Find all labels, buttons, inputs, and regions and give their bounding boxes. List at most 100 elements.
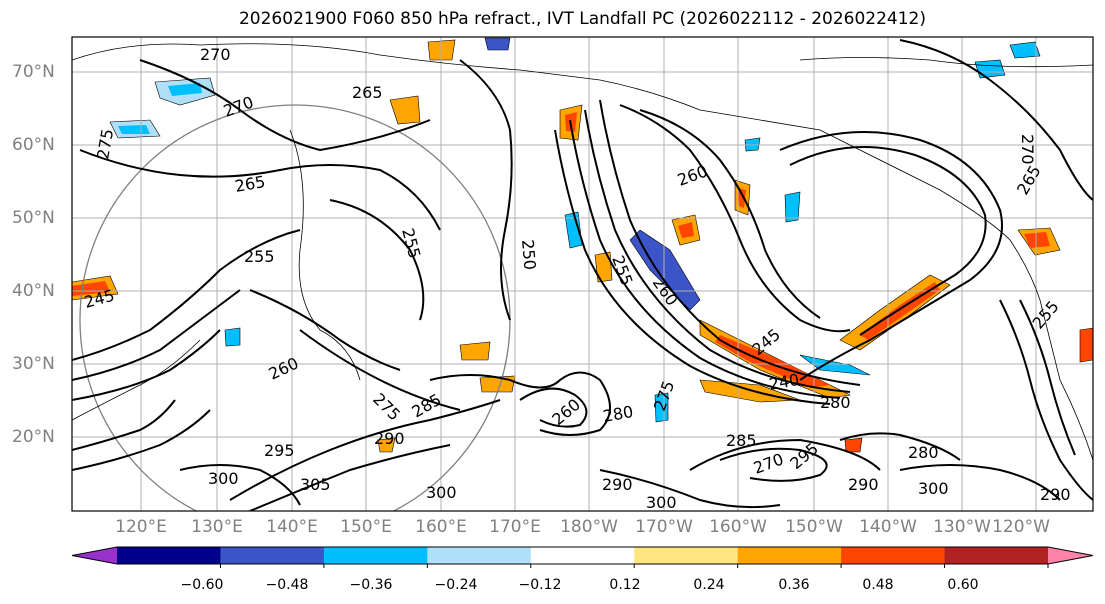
shade-patch (799, 354, 871, 376)
colorbar-tick-label: 0.36 (778, 577, 810, 593)
lon-label: 150°E (340, 517, 392, 537)
shade-patch (844, 437, 863, 453)
shade-patch (715, 335, 830, 388)
contour-label: 300 (426, 483, 457, 502)
contour-label: 280 (601, 402, 634, 426)
map-title: 2026021900 F060 850 hPa refract., IVT La… (238, 9, 926, 29)
shade-patch (1079, 327, 1093, 363)
colorbar-swatch (427, 547, 532, 564)
contour-label: 255 (1029, 297, 1063, 333)
shade-patch (974, 59, 1006, 79)
contour-label: 290 (374, 429, 405, 448)
contour-label: 300 (208, 469, 239, 488)
contour-label: 265 (352, 83, 383, 102)
graticule (72, 37, 1093, 511)
lat-label: 70°N (12, 62, 55, 82)
colorbar-swatch (530, 547, 635, 564)
colorbar-extend-high (1048, 547, 1093, 564)
lat-label: 50°N (12, 208, 55, 228)
lon-label: 150°W (785, 517, 843, 537)
colorbar-tick-label: −0.36 (349, 577, 393, 593)
contour-label: 295 (264, 441, 295, 460)
colorbar-swatch (944, 547, 1049, 564)
contour-label: 300 (918, 479, 949, 498)
contour-label: 285 (726, 431, 757, 450)
shade-patch (629, 229, 701, 311)
contour-label: 250 (518, 239, 540, 271)
colorbar-tick-label: 0.48 (862, 577, 894, 593)
lat-label: 20°N (12, 427, 55, 447)
shade-patch (678, 222, 694, 238)
contour-label: 280 (908, 443, 939, 462)
shade-patch (1009, 41, 1041, 59)
shade-patch (784, 191, 801, 223)
refractivity-contours (72, 39, 1093, 511)
contour-label: 305 (300, 475, 331, 494)
shade-patch (224, 327, 241, 347)
lat-label: 60°N (12, 135, 55, 155)
contour-label: 255 (608, 253, 636, 288)
colorbar-outline (71, 546, 1094, 565)
lat-label: 30°N (12, 354, 55, 374)
colorbar-tick-label: −0.24 (434, 577, 478, 593)
lon-label: 180°W (560, 517, 618, 537)
contour-label: 275 (93, 127, 117, 160)
lon-label: 160°E (415, 517, 467, 537)
colorbar-tick-label: −0.48 (265, 577, 309, 593)
shade-patch (377, 437, 396, 453)
lon-label: 140°W (859, 517, 917, 537)
contour-label: 290 (1040, 485, 1071, 504)
lon-label: 170°E (489, 517, 541, 537)
contour-label: 255 (244, 247, 275, 266)
shade-patch (738, 188, 746, 208)
contour-label: 290 (602, 475, 633, 494)
colorbar-tick-label: 0.12 (609, 577, 641, 593)
map-frame (71, 36, 1094, 512)
colorbar-extend-low (72, 547, 117, 564)
shade-patch (118, 125, 150, 134)
contour-label: 270 (1018, 134, 1037, 165)
shade-patch (484, 37, 511, 51)
shade-patch (389, 95, 421, 125)
lon-label: 130°E (191, 517, 243, 537)
lon-label: 120°E (115, 517, 167, 537)
shade-patch (168, 83, 202, 96)
contour-label: 270 (200, 45, 231, 64)
contour-label: 270 (221, 92, 256, 120)
lon-label: 120°W (992, 517, 1050, 537)
lon-label: 130°W (933, 517, 991, 537)
colorbar-swatch (634, 547, 739, 564)
lat-label: 40°N (12, 281, 55, 301)
contour-label: 240 (767, 370, 800, 394)
contour-label: 260 (266, 353, 302, 383)
colorbar-tick-label: 0.24 (693, 577, 725, 593)
colorbar-swatch (220, 547, 325, 564)
colorbar-swatch (841, 547, 946, 564)
lon-label: 140°E (266, 517, 318, 537)
colorbar-tick-label: 0.60 (947, 577, 979, 593)
contour-label: 265 (1013, 162, 1045, 198)
contour-label: 280 (820, 393, 851, 412)
contour-label: 275 (369, 389, 404, 424)
coastlines (72, 43, 1093, 461)
contour-label: 300 (646, 493, 677, 512)
contour-label: 270 (751, 449, 786, 477)
shade-patch (594, 251, 613, 283)
colorbar-swatch (117, 547, 221, 564)
shade-patch (1024, 232, 1050, 248)
lon-label: 160°W (709, 517, 767, 537)
contour-label: 260 (675, 161, 710, 189)
contour-label: 265 (233, 172, 266, 196)
shade-patch (459, 341, 491, 361)
colorbar (71, 546, 1094, 568)
colorbar-tick-label: −0.60 (180, 577, 224, 593)
contour-label: 275 (650, 378, 678, 413)
lon-label: 170°W (635, 517, 693, 537)
colorbar-swatch (737, 547, 842, 564)
contour-label: 255 (398, 226, 424, 260)
colorbar-tick-label: −0.12 (518, 577, 562, 593)
contour-label: 260 (548, 395, 584, 429)
contour-label: 290 (848, 475, 879, 494)
shade-patch (479, 375, 516, 393)
